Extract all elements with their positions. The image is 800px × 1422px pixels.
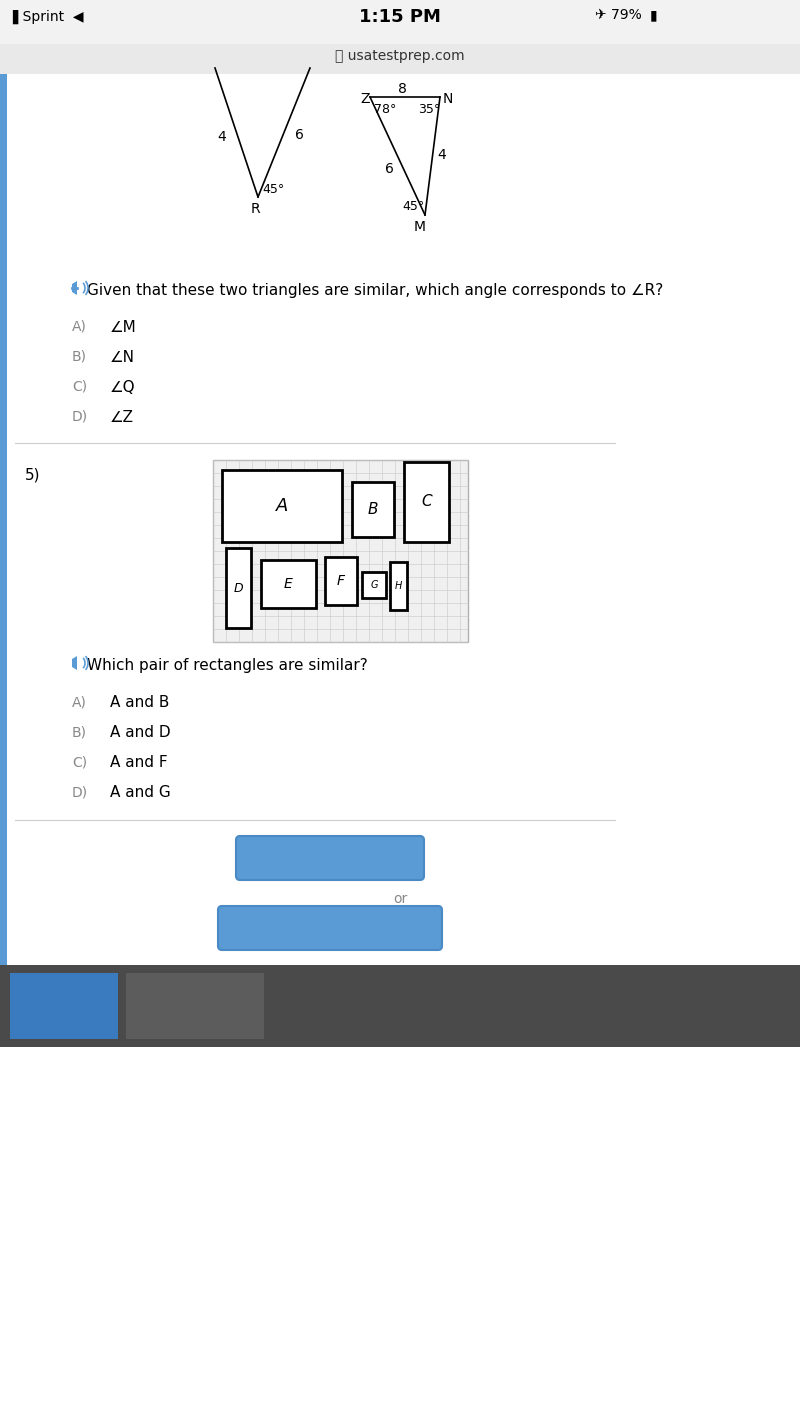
Text: A): A) [72, 695, 87, 710]
Text: 🔒 usatestprep.com: 🔒 usatestprep.com [335, 48, 465, 63]
Bar [0, 44, 800, 74]
Text: Click Here: Click Here [32, 1000, 96, 1012]
Bar [226, 547, 251, 629]
Bar [0, 0, 800, 44]
Text: © USATestprep, LLC 2019. All Rights Reserved. Privacy Policy.: © USATestprep, LLC 2019. All Rights Rese… [12, 1057, 333, 1066]
Text: Need Help?: Need Help? [15, 978, 113, 994]
Text: A: A [276, 498, 288, 515]
Text: R: R [251, 202, 261, 216]
Text: ∠N: ∠N [110, 350, 135, 365]
Text: ▮: ▮ [650, 9, 658, 21]
Text: D): D) [72, 410, 88, 424]
Text: STAAR® is a federally registered trademark and service of the Texas Education Ag: STAAR® is a federally registered tradema… [12, 1074, 478, 1108]
Text: PHONE 1-877-377-9537 | FAX 1-877-816-0808 | CONTACT US: PHONE 1-877-377-9537 | FAX 1-877-816-080… [380, 1057, 698, 1068]
Text: 78°: 78° [374, 102, 396, 117]
Text: 4: 4 [217, 129, 226, 144]
Bar [0, 966, 800, 1047]
Bar [352, 482, 394, 538]
Bar [261, 560, 316, 609]
Text: 1:15 PM: 1:15 PM [359, 9, 441, 26]
Bar [126, 973, 264, 1039]
Bar [0, 1052, 800, 1182]
Text: or: or [393, 892, 407, 906]
Bar [10, 973, 118, 1039]
Text: ∠Z: ∠Z [110, 410, 134, 425]
Text: ∠Q: ∠Q [110, 380, 136, 395]
Text: Which pair of rectangles are similar?: Which pair of rectangles are similar? [87, 658, 368, 673]
Text: Feedback & Contact: Feedback & Contact [116, 978, 274, 993]
Bar [362, 572, 386, 599]
Text: C): C) [72, 380, 87, 394]
Text: Given that these two triangles are similar, which angle corresponds to ∠R?: Given that these two triangles are simil… [87, 283, 663, 299]
Text: Save for Me to Complete Later: Save for Me to Complete Later [213, 920, 447, 936]
Text: N: N [443, 92, 454, 107]
Text: A and B: A and B [110, 695, 170, 710]
Text: 45°: 45° [262, 183, 284, 196]
Bar [0, 74, 7, 974]
Text: 35°: 35° [418, 102, 440, 117]
Text: C): C) [72, 755, 87, 769]
Text: H: H [395, 582, 402, 592]
Text: 6: 6 [295, 128, 304, 142]
Text: G: G [370, 580, 378, 590]
Text: We’d Love to Hear from You: We’d Love to Hear from You [118, 1000, 272, 1010]
Text: FOR TEACHERS, BY TEACHERS: FOR TEACHERS, BY TEACHERS [326, 985, 654, 1004]
Text: A): A) [72, 320, 87, 334]
Text: M: M [414, 220, 426, 235]
Bar [213, 459, 468, 641]
Bar [222, 471, 342, 542]
Bar [325, 557, 357, 604]
Text: ∠M: ∠M [110, 320, 137, 336]
Text: Z: Z [360, 92, 370, 107]
Text: B): B) [72, 350, 87, 364]
Text: 4: 4 [437, 148, 446, 162]
Text: 5): 5) [25, 466, 41, 482]
Text: A and D: A and D [110, 725, 170, 739]
Text: D: D [234, 582, 243, 594]
Text: Grade My Test Now: Grade My Test Now [240, 849, 420, 867]
Text: B: B [368, 502, 378, 518]
Text: A and G: A and G [110, 785, 170, 801]
Text: ✈ 79%: ✈ 79% [595, 9, 642, 21]
Text: 8: 8 [398, 82, 406, 97]
Polygon shape [72, 656, 77, 670]
Bar [390, 562, 407, 610]
Text: 6: 6 [385, 162, 394, 176]
FancyBboxPatch shape [236, 836, 424, 880]
Text: ▌Sprint  ◀: ▌Sprint ◀ [12, 10, 83, 24]
FancyBboxPatch shape [218, 906, 442, 950]
Text: E: E [284, 577, 293, 592]
Text: 45°: 45° [402, 201, 424, 213]
Text: A and F: A and F [110, 755, 168, 769]
Text: B): B) [72, 725, 87, 739]
Text: D): D) [72, 785, 88, 799]
Bar [404, 462, 449, 542]
Polygon shape [72, 282, 77, 294]
Text: C: C [421, 495, 432, 509]
Text: F: F [337, 574, 345, 589]
